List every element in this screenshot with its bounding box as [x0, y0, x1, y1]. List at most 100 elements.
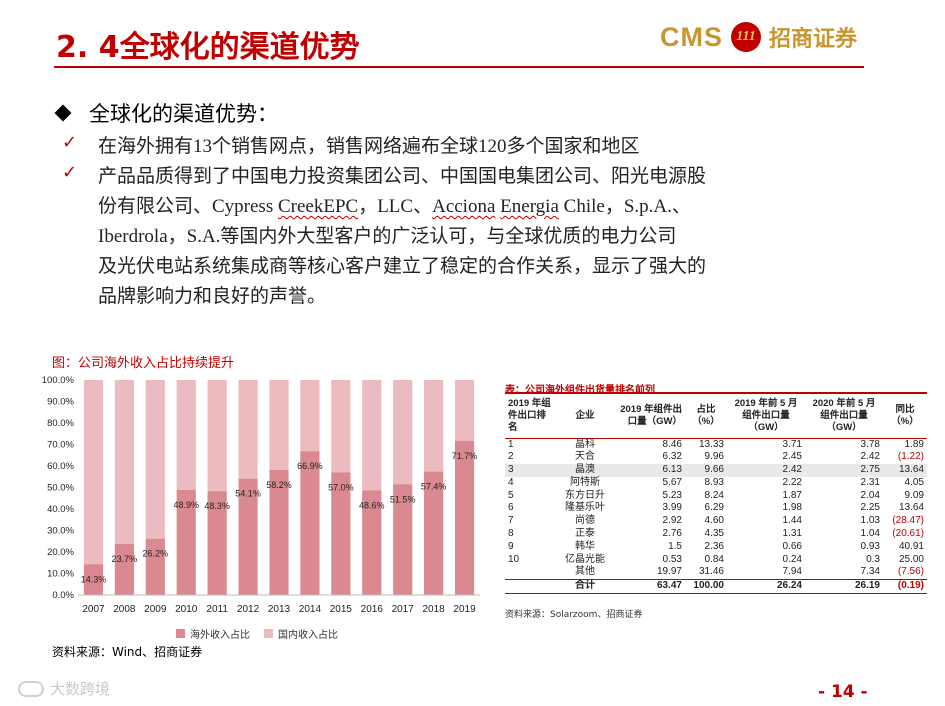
- table-cell: 8: [508, 528, 514, 540]
- data-label: 48.6%: [359, 501, 385, 511]
- point-2: ✓ 产品品质得到了中国电力投资集团公司、中国国电集团公司、阳光电源股 份有限公司…: [62, 162, 706, 312]
- data-label: 48.9%: [173, 500, 199, 510]
- y-tick-label: 40.0%: [47, 504, 74, 515]
- table-cell: 4.05: [904, 476, 924, 488]
- table-cell: 13.33: [698, 438, 724, 450]
- bar-overseas: [114, 544, 134, 595]
- data-label: 26.2%: [143, 549, 169, 559]
- table-cell: 0.53: [662, 553, 682, 565]
- table-cell: 9.09: [904, 489, 924, 501]
- point-1: ✓ 在海外拥有13个销售网点，销售网络遍布全球120多个国家和地区: [62, 132, 640, 162]
- table-cell: 9: [508, 540, 514, 552]
- table-cell: 韩华: [575, 540, 595, 552]
- data-label: 57.0%: [328, 482, 354, 492]
- page-title: 2. 4全球化的渠道优势: [56, 30, 360, 65]
- table-cell: 1: [508, 438, 514, 450]
- main-bullet: 全球化的渠道优势：: [54, 98, 278, 128]
- page-number: - 14 -: [818, 682, 868, 702]
- table-row: 1 晶科 8.46 13.33 3.71 3.78 1.89: [505, 438, 927, 451]
- table-cell: 天合: [575, 451, 595, 463]
- table-cell: 0.93: [860, 540, 880, 552]
- table-cell: 7.94: [782, 566, 802, 578]
- table-cell: 2.31: [860, 476, 880, 488]
- table-cell: 10: [508, 553, 520, 565]
- table-cell: 9.66: [685, 464, 727, 477]
- table-cell: 1.31: [782, 528, 802, 540]
- table-cell: 2.25: [860, 502, 880, 514]
- bar-overseas: [393, 484, 413, 595]
- export-ranking-table: 2019 年组件出口排名 企业 2019 年组件出口量（GW） 占比（%） 2019 年…: [505, 392, 927, 595]
- bar-domestic: [424, 380, 444, 472]
- bar-domestic: [114, 380, 134, 545]
- table-cell: 0.3: [866, 553, 880, 565]
- bar-overseas: [269, 469, 289, 595]
- x-tick-label: 2017: [392, 604, 415, 615]
- x-tick-label: 2012: [237, 604, 260, 615]
- table-cell: 4.60: [704, 515, 724, 527]
- bar-overseas: [238, 478, 258, 595]
- table-cell: 4.35: [704, 528, 724, 540]
- table-cell: (0.19): [883, 579, 927, 595]
- bar-overseas: [145, 538, 165, 595]
- table-cell: 阿特斯: [570, 476, 600, 488]
- table-cell: (28.47): [892, 515, 924, 527]
- watermark-text: 大数跨境: [50, 680, 111, 698]
- table-cell: (1.22): [897, 451, 924, 463]
- table-cell: 隆基乐叶: [565, 502, 605, 514]
- data-label: 14.3%: [81, 574, 107, 584]
- legend-swatch-domestic: [264, 629, 273, 638]
- table-cell: 0.24: [782, 553, 802, 565]
- table-row: 5 东方日升 5.23 8.24 1.87 2.04 9.09: [505, 490, 927, 503]
- bar-overseas: [83, 564, 104, 595]
- point-2-line-5: 品牌影响力和良好的声誉。: [98, 286, 327, 307]
- x-tick-label: 2011: [206, 604, 228, 615]
- bar-domestic: [238, 380, 258, 479]
- data-label: 71.7%: [452, 451, 478, 461]
- table-cell: 3: [505, 464, 555, 477]
- bar-domestic: [176, 380, 196, 490]
- bar-domestic: [362, 380, 382, 491]
- table-cell: 东方日升: [565, 489, 605, 501]
- table-cell: 1.89: [904, 438, 924, 450]
- bar-domestic: [83, 380, 104, 565]
- table-header-cell: 2019 年前 5 月组件出口量（GW）: [727, 394, 805, 439]
- data-table: 2019 年组件出口排名 企业 2019 年组件出口量（GW） 占比（%） 2019 年…: [505, 394, 927, 595]
- x-tick-label: 2019: [453, 604, 476, 615]
- table-cell: 13.64: [898, 502, 924, 514]
- table-row: 其他 19.97 31.46 7.94 7.34 (7.56): [505, 566, 927, 579]
- point-2-line-1: 产品品质得到了中国电力投资集团公司、中国国电集团公司、阳光电源股: [98, 166, 707, 187]
- table-cell: 正泰: [575, 528, 595, 540]
- table-cell: 8.46: [662, 438, 682, 450]
- data-label: 66.9%: [297, 461, 323, 471]
- check-icon: ✓: [62, 132, 78, 153]
- table-cell: 7.34: [860, 566, 880, 578]
- x-tick-label: 2013: [268, 604, 291, 615]
- chart-legend: 海外收入占比 国内收入占比: [176, 626, 338, 641]
- table-cell: (20.61): [892, 528, 924, 540]
- table-cell: 8.24: [704, 489, 724, 501]
- x-tick-label: 2007: [82, 604, 105, 615]
- point-1-line-1: 在海外拥有13个销售网点，销售网络遍布全球120多个国家和地区: [98, 136, 640, 157]
- table-cell: 1.04: [860, 528, 880, 540]
- table-cell: 0.66: [782, 540, 802, 552]
- bar-overseas: [176, 489, 196, 595]
- y-tick-label: 20.0%: [47, 547, 74, 558]
- data-label: 48.3%: [204, 501, 230, 511]
- table-caption: 表：公司海外组件出货量排名前列: [505, 385, 655, 396]
- x-tick-label: 2016: [361, 604, 384, 615]
- bar-overseas: [362, 490, 382, 595]
- table-cell: 40.91: [898, 540, 924, 552]
- y-tick-label: 0.0%: [52, 590, 74, 601]
- bar-domestic: [331, 380, 351, 473]
- table-row: 8 正泰 2.76 4.35 1.31 1.04 (20.61): [505, 528, 927, 541]
- table-cell: 2.45: [782, 451, 802, 463]
- table-cell: 亿晶光能: [565, 553, 605, 565]
- x-tick-label: 2008: [113, 604, 136, 615]
- x-tick-label: 2015: [330, 604, 353, 615]
- table-row: 6 隆基乐叶 3.99 6.29 1.98 2.25 13.64: [505, 502, 927, 515]
- bar-overseas: [207, 491, 227, 595]
- chart-source: 资料来源：Wind、招商证券: [52, 645, 203, 659]
- company-logo: CMS 111 招商证券: [660, 20, 857, 54]
- table-cell: 1.44: [782, 515, 802, 527]
- table-cell: 7: [508, 515, 514, 527]
